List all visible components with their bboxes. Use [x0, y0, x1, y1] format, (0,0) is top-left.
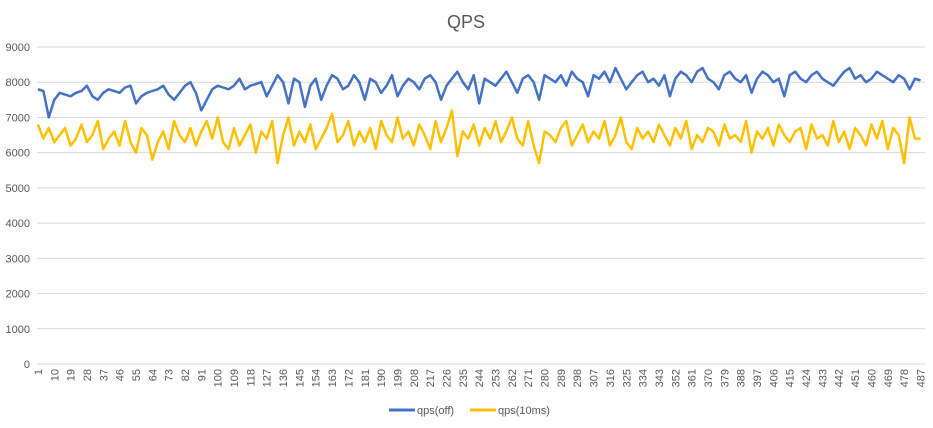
x-tick-label-28: 28	[82, 369, 94, 381]
y-tick-label-9000: 9000	[6, 42, 30, 54]
x-tick-label-379: 379	[719, 369, 731, 387]
x-tick-label-127: 127	[262, 369, 274, 387]
x-tick-label-424: 424	[801, 369, 813, 387]
x-tick-label-1: 1	[33, 369, 45, 375]
x-tick-label-460: 460	[866, 369, 878, 387]
legend-label-qps-off: qps(off)	[417, 405, 454, 417]
x-tick-label-343: 343	[654, 369, 666, 387]
x-tick-label-73: 73	[164, 369, 176, 381]
x-tick-label-136: 136	[278, 369, 290, 387]
x-tick-label-325: 325	[621, 369, 633, 387]
x-tick-label-46: 46	[115, 369, 127, 381]
chart-title: QPS	[447, 12, 485, 32]
x-tick-label-361: 361	[687, 369, 699, 387]
x-tick-label-64: 64	[147, 369, 159, 381]
y-tick-label-6000: 6000	[6, 148, 30, 160]
y-axis-tick-labels: 0 1000 2000 3000 4000 5000 6000 7000 8000 9000	[6, 42, 30, 371]
x-tick-label-100: 100	[213, 369, 225, 387]
x-tick-label-226: 226	[441, 369, 453, 387]
x-tick-label-163: 163	[327, 369, 339, 387]
y-tick-label-0: 0	[24, 359, 30, 371]
x-tick-label-451: 451	[850, 369, 862, 387]
x-tick-label-55: 55	[131, 369, 143, 381]
x-tick-label-280: 280	[540, 369, 552, 387]
x-tick-label-487: 487	[915, 369, 927, 387]
y-tick-label-8000: 8000	[6, 77, 30, 89]
y-tick-label-4000: 4000	[6, 218, 30, 230]
x-tick-label-199: 199	[392, 369, 404, 387]
x-tick-label-172: 172	[343, 369, 355, 387]
x-tick-label-406: 406	[768, 369, 780, 387]
x-tick-label-118: 118	[245, 369, 257, 387]
x-tick-label-190: 190	[376, 369, 388, 387]
x-tick-label-397: 397	[752, 369, 764, 387]
x-tick-label-415: 415	[785, 369, 797, 387]
x-tick-label-10: 10	[49, 369, 61, 381]
y-tick-label-7000: 7000	[6, 112, 30, 124]
x-tick-label-442: 442	[834, 369, 846, 387]
x-tick-label-145: 145	[294, 369, 306, 387]
y-tick-label-2000: 2000	[6, 289, 30, 301]
x-tick-label-478: 478	[899, 369, 911, 387]
x-tick-label-19: 19	[66, 369, 78, 381]
x-tick-label-289: 289	[556, 369, 568, 387]
x-tick-label-316: 316	[605, 369, 617, 387]
x-tick-label-154: 154	[311, 369, 323, 387]
x-tick-label-37: 37	[98, 369, 110, 381]
legend: qps(off) qps(10ms)	[389, 405, 550, 417]
x-tick-label-370: 370	[703, 369, 715, 387]
x-tick-label-109: 109	[229, 369, 241, 387]
y-tick-label-5000: 5000	[6, 183, 30, 195]
x-axis-tick-labels: 1 10 19 28 37 46 55 64 73 82 91 100 109 118 127 136 145 1…	[33, 369, 928, 387]
x-tick-label-433: 433	[817, 369, 829, 387]
x-tick-label-334: 334	[638, 369, 650, 387]
x-tick-label-271: 271	[523, 369, 535, 387]
x-tick-label-307: 307	[589, 369, 601, 387]
y-tick-label-1000: 1000	[6, 324, 30, 336]
x-tick-label-298: 298	[572, 369, 584, 387]
x-tick-label-352: 352	[670, 369, 682, 387]
x-tick-label-235: 235	[458, 369, 470, 387]
x-tick-label-82: 82	[180, 369, 192, 381]
x-tick-label-91: 91	[196, 369, 208, 381]
legend-label-qps-10ms: qps(10ms)	[498, 405, 550, 417]
y-tick-label-3000: 3000	[6, 253, 30, 265]
series-line-qps-off-	[37, 66, 921, 119]
series-line-qps-10ms-	[36, 109, 921, 165]
x-tick-label-262: 262	[507, 369, 519, 387]
series-lines	[36, 66, 921, 165]
x-tick-label-253: 253	[491, 369, 503, 387]
x-tick-label-217: 217	[425, 369, 437, 387]
x-tick-label-244: 244	[474, 369, 486, 387]
x-tick-label-388: 388	[736, 369, 748, 387]
x-tick-label-469: 469	[883, 369, 895, 387]
gridlines	[37, 46, 925, 365]
x-tick-label-208: 208	[409, 369, 421, 387]
x-tick-label-181: 181	[360, 369, 372, 387]
